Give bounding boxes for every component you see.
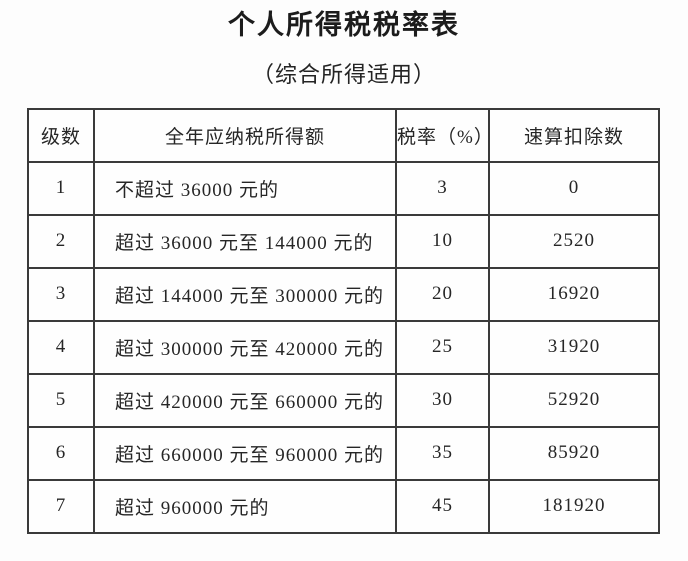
level-cell: 2 — [27, 213, 95, 269]
page-subtitle: （综合所得适用） — [251, 62, 436, 88]
deduction-cell: 31920 — [488, 319, 660, 375]
income-cell: 超过 300000 元至 420000 元的 — [93, 319, 397, 375]
income-cell: 不超过 36000 元的 — [93, 160, 397, 216]
deduction-cell: 0 — [488, 160, 660, 216]
tax-rate-table: 级数 全年应纳税所得额 税率（%） 速算扣除数 1 不超过 36000 元的 3… — [27, 107, 660, 534]
deduction-cell: 181920 — [488, 478, 660, 534]
table-row: 1 不超过 36000 元的 3 0 — [27, 160, 660, 216]
table-row: 5 超过 420000 元至 660000 元的 30 52920 — [27, 372, 660, 428]
rate-cell: 3 — [395, 160, 490, 216]
header-deduction: 速算扣除数 — [488, 107, 660, 163]
rate-cell: 10 — [395, 213, 490, 269]
income-cell: 超过 36000 元至 144000 元的 — [93, 213, 397, 269]
deduction-cell: 16920 — [488, 266, 660, 322]
deduction-cell: 52920 — [488, 372, 660, 428]
table-row: 6 超过 660000 元至 960000 元的 35 85920 — [27, 425, 660, 481]
deduction-cell: 85920 — [488, 425, 660, 481]
income-cell: 超过 420000 元至 660000 元的 — [93, 372, 397, 428]
deduction-cell: 2520 — [488, 213, 660, 269]
level-cell: 6 — [27, 425, 95, 481]
table-row: 4 超过 300000 元至 420000 元的 25 31920 — [27, 319, 660, 375]
income-cell: 超过 660000 元至 960000 元的 — [93, 425, 397, 481]
table-row: 2 超过 36000 元至 144000 元的 10 2520 — [27, 213, 660, 269]
table-header-row: 级数 全年应纳税所得额 税率（%） 速算扣除数 — [27, 107, 660, 163]
rate-cell: 25 — [395, 319, 490, 375]
page-title: 个人所得税税率表 — [228, 10, 460, 40]
income-cell: 超过 144000 元至 300000 元的 — [93, 266, 397, 322]
income-cell: 超过 960000 元的 — [93, 478, 397, 534]
level-cell: 3 — [27, 266, 95, 322]
rate-cell: 20 — [395, 266, 490, 322]
header-level: 级数 — [27, 107, 95, 163]
level-cell: 7 — [27, 478, 95, 534]
rate-cell: 35 — [395, 425, 490, 481]
header-rate: 税率（%） — [395, 107, 493, 163]
rate-cell: 45 — [395, 478, 490, 534]
level-cell: 4 — [27, 319, 95, 375]
header-income: 全年应纳税所得额 — [93, 107, 397, 163]
rate-cell: 30 — [395, 372, 490, 428]
table-row: 7 超过 960000 元的 45 181920 — [27, 478, 660, 534]
level-cell: 1 — [27, 160, 95, 216]
level-cell: 5 — [27, 372, 95, 428]
table-row: 3 超过 144000 元至 300000 元的 20 16920 — [27, 266, 660, 322]
